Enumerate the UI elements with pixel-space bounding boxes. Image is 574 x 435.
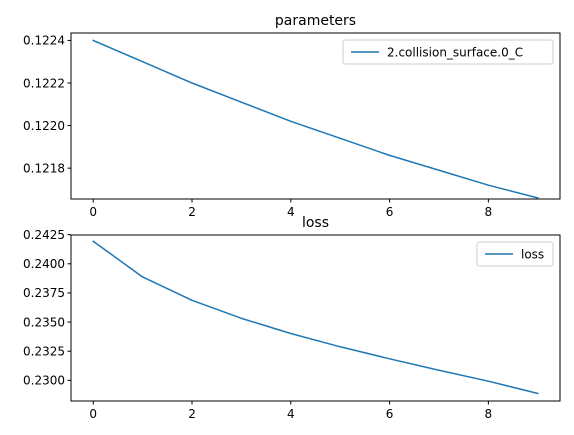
x-tick-label: 6 bbox=[386, 407, 394, 421]
legend-frame bbox=[342, 39, 554, 65]
chart-title: loss bbox=[302, 215, 329, 231]
plot-frame bbox=[70, 32, 561, 200]
x-tick-label: 2 bbox=[188, 407, 196, 421]
x-tick-label: 0 bbox=[89, 205, 97, 219]
subplot-1: parameters 0 2 4 6 8 0.1218 0.1220 0.1222 0.1224 2… bbox=[23, 13, 561, 219]
x-tick-label: 4 bbox=[287, 205, 295, 219]
y-tick-label: 0.2300 bbox=[23, 374, 65, 388]
legend-label: 2.collision_surface.0_C bbox=[387, 45, 523, 59]
y-tick-label: 0.1222 bbox=[23, 76, 65, 90]
y-tick-label: 0.2400 bbox=[23, 257, 65, 271]
y-tick-label: 0.2425 bbox=[23, 228, 65, 242]
y-tick-label: 0.2375 bbox=[23, 286, 65, 300]
x-tick-label: 8 bbox=[485, 407, 493, 421]
x-tick-label: 8 bbox=[485, 205, 493, 219]
y-tick-label: 0.1220 bbox=[23, 119, 65, 133]
x-tick-label: 2 bbox=[188, 205, 196, 219]
y-tick-label: 0.1218 bbox=[23, 161, 65, 175]
x-tick-label: 6 bbox=[386, 205, 394, 219]
plot-frame bbox=[70, 234, 561, 402]
y-tick-label: 0.2350 bbox=[23, 315, 65, 329]
legend-frame bbox=[476, 241, 554, 267]
x-tick-label: 0 bbox=[89, 407, 97, 421]
series-line-1 bbox=[92, 240, 539, 395]
y-tick-label: 0.1224 bbox=[23, 34, 65, 48]
legend: loss bbox=[476, 241, 554, 267]
legend: 2.collision_surface.0_C bbox=[342, 39, 554, 65]
x-tick-label: 4 bbox=[287, 407, 295, 421]
series-line-1 bbox=[92, 39, 539, 199]
subplot-2: loss 0 2 4 6 8 0.2300 0.2325 0.2350 0.2375 0.2400 0… bbox=[23, 215, 561, 421]
y-tick-label: 0.2325 bbox=[23, 345, 65, 359]
chart-title: parameters bbox=[275, 13, 356, 29]
legend-label: loss bbox=[521, 247, 544, 261]
